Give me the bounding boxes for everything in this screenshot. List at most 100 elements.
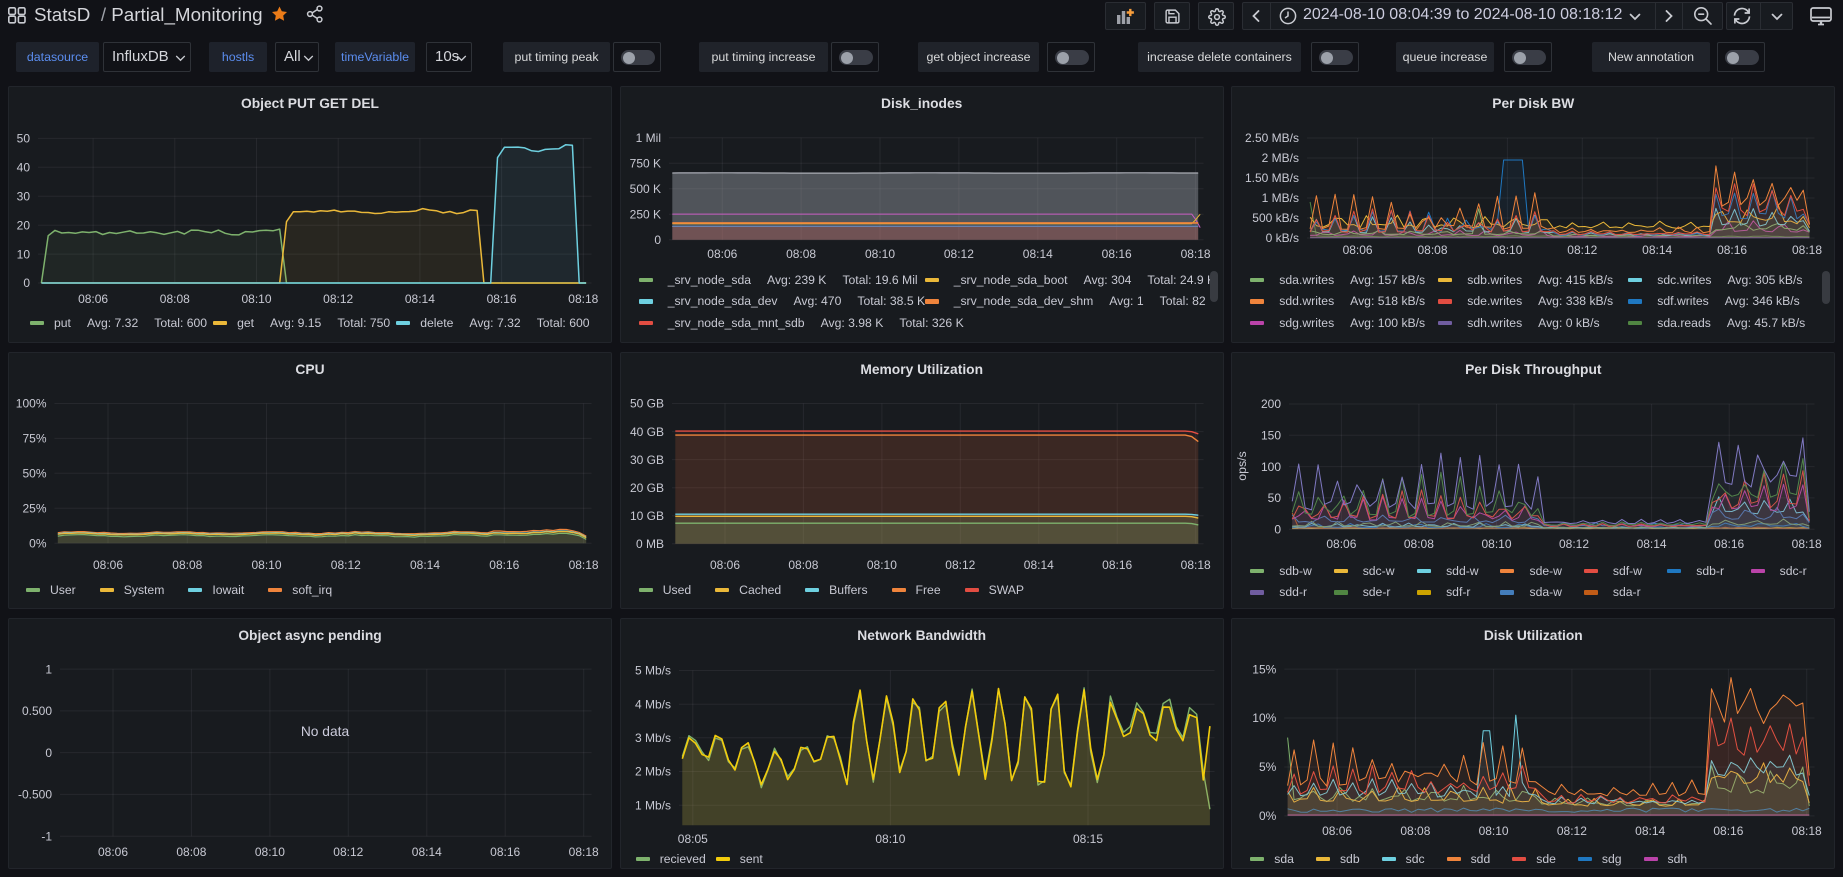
svg-text:2.50 MB/s: 2.50 MB/s — [1245, 131, 1299, 145]
svg-text:08:14: 08:14 — [1642, 243, 1672, 257]
svg-text:08:05: 08:05 — [677, 832, 707, 846]
svg-text:08:14: 08:14 — [405, 292, 435, 306]
svg-text:-0.500: -0.500 — [18, 788, 52, 802]
svg-text:08:06: 08:06 — [93, 558, 123, 572]
svg-text:0.500: 0.500 — [22, 704, 52, 718]
svg-text:ops/s: ops/s — [1235, 451, 1249, 480]
svg-text:08:14: 08:14 — [412, 845, 442, 859]
svg-text:08:06: 08:06 — [1343, 243, 1373, 257]
svg-text:25%: 25% — [22, 502, 46, 516]
svg-text:08:18: 08:18 — [568, 292, 598, 306]
svg-text:08:06: 08:06 — [707, 247, 737, 261]
svg-text:08:10: 08:10 — [875, 832, 905, 846]
svg-text:30: 30 — [17, 189, 31, 203]
svg-text:08:14: 08:14 — [1023, 558, 1053, 572]
svg-text:No data: No data — [301, 724, 350, 739]
svg-text:100: 100 — [1261, 460, 1281, 474]
svg-text:08:14: 08:14 — [410, 558, 440, 572]
svg-text:1 Mil: 1 Mil — [635, 131, 660, 145]
svg-text:08:12: 08:12 — [945, 558, 975, 572]
svg-text:10%: 10% — [1253, 711, 1277, 725]
svg-text:08:08: 08:08 — [786, 247, 816, 261]
svg-text:08:08: 08:08 — [172, 558, 202, 572]
svg-text:08:16: 08:16 — [1717, 243, 1747, 257]
svg-text:0: 0 — [1275, 522, 1282, 536]
svg-text:08:12: 08:12 — [331, 558, 361, 572]
svg-text:5%: 5% — [1259, 760, 1277, 774]
svg-text:4 Mb/s: 4 Mb/s — [635, 697, 671, 711]
svg-text:0: 0 — [45, 746, 52, 760]
svg-text:08:06: 08:06 — [1327, 537, 1357, 551]
svg-text:08:16: 08:16 — [1101, 247, 1131, 261]
svg-text:-1: -1 — [41, 829, 52, 843]
svg-text:40: 40 — [17, 161, 31, 175]
svg-text:08:10: 08:10 — [1482, 537, 1512, 551]
svg-text:0%: 0% — [29, 536, 47, 550]
svg-text:75%: 75% — [22, 432, 46, 446]
svg-text:20: 20 — [17, 218, 31, 232]
svg-text:08:10: 08:10 — [255, 845, 285, 859]
svg-text:08:12: 08:12 — [944, 247, 974, 261]
svg-text:08:16: 08:16 — [1714, 824, 1744, 838]
svg-text:15%: 15% — [1253, 662, 1277, 676]
svg-text:40 GB: 40 GB — [630, 425, 664, 439]
svg-text:08:18: 08:18 — [1792, 824, 1822, 838]
svg-text:08:18: 08:18 — [1792, 537, 1822, 551]
svg-text:08:18: 08:18 — [1180, 247, 1210, 261]
svg-text:1 Mb/s: 1 Mb/s — [635, 798, 671, 812]
svg-text:500 kB/s: 500 kB/s — [1253, 211, 1300, 225]
svg-text:08:08: 08:08 — [176, 845, 206, 859]
svg-text:08:16: 08:16 — [487, 292, 517, 306]
svg-text:50: 50 — [1268, 491, 1282, 505]
svg-text:08:18: 08:18 — [569, 845, 599, 859]
svg-text:08:10: 08:10 — [241, 292, 271, 306]
svg-text:08:08: 08:08 — [1404, 537, 1434, 551]
svg-text:08:16: 08:16 — [489, 558, 519, 572]
svg-text:08:12: 08:12 — [1559, 537, 1589, 551]
svg-text:08:10: 08:10 — [1493, 243, 1523, 257]
svg-text:08:06: 08:06 — [78, 292, 108, 306]
svg-text:0 kB/s: 0 kB/s — [1266, 231, 1299, 245]
svg-text:2 MB/s: 2 MB/s — [1262, 151, 1299, 165]
svg-text:10 GB: 10 GB — [630, 509, 664, 523]
svg-text:2 Mb/s: 2 Mb/s — [635, 765, 671, 779]
svg-text:08:18: 08:18 — [1180, 558, 1210, 572]
svg-text:08:16: 08:16 — [1714, 537, 1744, 551]
svg-text:0: 0 — [23, 276, 30, 290]
svg-text:08:16: 08:16 — [1102, 558, 1132, 572]
svg-text:08:12: 08:12 — [1568, 243, 1598, 257]
svg-text:10: 10 — [17, 247, 31, 261]
svg-text:08:08: 08:08 — [1401, 824, 1431, 838]
svg-text:08:06: 08:06 — [98, 845, 128, 859]
svg-text:08:15: 08:15 — [1073, 832, 1103, 846]
svg-text:08:16: 08:16 — [490, 845, 520, 859]
svg-text:50%: 50% — [22, 467, 46, 481]
svg-text:08:18: 08:18 — [1792, 243, 1822, 257]
svg-text:50: 50 — [17, 132, 31, 146]
svg-text:0: 0 — [654, 233, 661, 247]
svg-text:08:14: 08:14 — [1637, 537, 1667, 551]
svg-text:500 K: 500 K — [629, 182, 660, 196]
svg-text:0 MB: 0 MB — [636, 537, 664, 551]
svg-text:250 K: 250 K — [629, 208, 660, 222]
svg-text:08:14: 08:14 — [1635, 824, 1665, 838]
svg-text:08:10: 08:10 — [865, 247, 895, 261]
svg-text:08:18: 08:18 — [569, 558, 599, 572]
svg-text:750 K: 750 K — [629, 157, 660, 171]
svg-text:08:08: 08:08 — [788, 558, 818, 572]
svg-text:20 GB: 20 GB — [630, 481, 664, 495]
svg-text:1 MB/s: 1 MB/s — [1262, 191, 1299, 205]
svg-text:200: 200 — [1261, 397, 1281, 411]
svg-text:100%: 100% — [16, 397, 47, 411]
svg-text:1: 1 — [45, 662, 52, 676]
svg-text:30 GB: 30 GB — [630, 453, 664, 467]
svg-text:5 Mb/s: 5 Mb/s — [635, 664, 671, 678]
svg-text:1.50 MB/s: 1.50 MB/s — [1245, 171, 1299, 185]
svg-text:08:06: 08:06 — [1322, 824, 1352, 838]
svg-text:08:08: 08:08 — [1418, 243, 1448, 257]
svg-text:08:10: 08:10 — [1479, 824, 1509, 838]
svg-text:08:12: 08:12 — [323, 292, 353, 306]
svg-text:08:08: 08:08 — [160, 292, 190, 306]
svg-text:150: 150 — [1261, 429, 1281, 443]
svg-text:08:12: 08:12 — [1557, 824, 1587, 838]
